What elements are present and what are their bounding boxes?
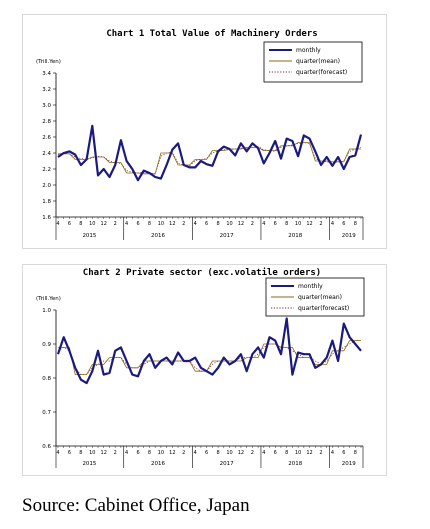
- y-tick-label: 2.8: [42, 119, 51, 125]
- series-line-quarter-forecast: [57, 142, 362, 175]
- x-year-label: 2017: [220, 461, 234, 467]
- x-year-label: 2018: [288, 233, 302, 239]
- x-year-label: 2016: [151, 233, 165, 239]
- x-tick-label: 10: [89, 450, 95, 456]
- x-tick-label: 6: [68, 221, 71, 227]
- x-tick-label: 10: [158, 450, 164, 456]
- y-tick-label: 0.8: [42, 376, 51, 382]
- x-tick-label: 2: [319, 450, 322, 456]
- chart-title: Chart 1 Total Value of Machinery Orders: [106, 28, 317, 39]
- x-tick-label: 8: [148, 221, 151, 227]
- x-year-label: 2016: [151, 461, 165, 467]
- y-tick-label: 0.7: [42, 410, 51, 416]
- x-tick-label: 12: [238, 450, 244, 456]
- x-tick-label: 4: [331, 450, 334, 456]
- x-tick-label: 10: [226, 221, 232, 227]
- y-tick-label: 2.2: [42, 167, 51, 173]
- x-tick-label: 8: [285, 221, 288, 227]
- y-tick-label: 2.0: [42, 183, 51, 189]
- x-tick-label: 6: [205, 450, 208, 456]
- x-tick-label: 12: [306, 450, 312, 456]
- x-tick-label: 8: [354, 221, 357, 227]
- x-tick-label: 6: [136, 450, 139, 456]
- series-line-monthly: [56, 317, 362, 385]
- x-tick-label: 12: [101, 450, 107, 456]
- x-year-label: 2019: [342, 461, 356, 467]
- x-tick-label: 12: [169, 450, 175, 456]
- x-tick-label: 2: [251, 450, 254, 456]
- x-tick-label: 8: [216, 450, 219, 456]
- x-tick-label: 8: [285, 450, 288, 456]
- x-tick-label: 4: [194, 450, 197, 456]
- x-tick-label: 8: [354, 450, 357, 456]
- x-year-label: 2018: [288, 461, 302, 467]
- x-tick-label: 8: [216, 221, 219, 227]
- y-tick-label: 1.8: [42, 199, 51, 205]
- y-tick-label: 2.6: [42, 135, 51, 141]
- x-tick-label: 10: [295, 450, 301, 456]
- x-tick-label: 10: [226, 450, 232, 456]
- x-year-label: 2015: [82, 461, 96, 467]
- legend-label: quarter(mean): [296, 58, 340, 65]
- x-tick-label: 12: [238, 221, 244, 227]
- x-tick-label: 10: [158, 221, 164, 227]
- x-year-label: 2019: [342, 233, 356, 239]
- series-line-quarter-mean: [58, 142, 361, 175]
- x-tick-label: 4: [125, 450, 128, 456]
- x-tick-label: 10: [89, 221, 95, 227]
- legend-box: [263, 41, 363, 83]
- x-tick-label: 12: [101, 221, 107, 227]
- x-tick-label: 6: [136, 221, 139, 227]
- legend-label: quarter(mean): [298, 294, 342, 301]
- y-tick-label: 3.0: [42, 103, 51, 109]
- x-year-label: 2017: [220, 233, 234, 239]
- x-tick-label: 6: [68, 450, 71, 456]
- x-tick-label: 2: [182, 450, 185, 456]
- x-tick-label: 2: [114, 221, 117, 227]
- x-tick-label: 8: [79, 221, 82, 227]
- x-tick-label: 4: [262, 450, 265, 456]
- y-tick-label: 3.2: [42, 87, 51, 93]
- x-tick-label: 2: [114, 450, 117, 456]
- x-tick-label: 4: [194, 221, 197, 227]
- x-tick-label: 4: [331, 221, 334, 227]
- x-tick-label: 8: [148, 450, 151, 456]
- x-tick-label: 12: [169, 221, 175, 227]
- legend-label: quarter(forecast): [298, 305, 349, 312]
- x-tick-label: 4: [262, 221, 265, 227]
- x-tick-label: 4: [56, 221, 59, 227]
- y-tick-label: 0.6: [42, 444, 51, 450]
- y-tick-label: 0.9: [42, 342, 51, 348]
- x-tick-label: 4: [125, 221, 128, 227]
- y-axis-unit-label: (Trill.Yen): [36, 59, 61, 65]
- x-tick-label: 6: [342, 450, 345, 456]
- y-tick-label: 3.4: [42, 71, 51, 77]
- charts-canvas: Chart 1 Total Value of Machinery Orders (…: [36, 28, 365, 468]
- x-tick-label: 2: [251, 221, 254, 227]
- x-tick-label: 6: [274, 221, 277, 227]
- chart-title: Chart 2 Private sector (exc.volatile ord…: [83, 267, 321, 278]
- chart-2-frame: [22, 264, 387, 476]
- x-tick-label: 8: [79, 450, 82, 456]
- x-tick-label: 10: [295, 221, 301, 227]
- y-axis-unit-label: (Trill.Yen): [36, 296, 61, 302]
- y-tick-label: 1.6: [42, 215, 51, 221]
- x-tick-label: 4: [56, 450, 59, 456]
- x-tick-label: 12: [306, 221, 312, 227]
- x-year-label: 2015: [82, 233, 96, 239]
- series-line-monthly: [57, 124, 363, 182]
- chart-1-frame: [22, 14, 387, 249]
- legend-label: quarter(forecast): [296, 69, 347, 76]
- y-tick-label: 2.4: [42, 151, 51, 157]
- source-caption: Source: Cabinet Office, Japan: [22, 495, 250, 516]
- x-tick-label: 6: [274, 450, 277, 456]
- x-tick-label: 2: [319, 221, 322, 227]
- x-tick-label: 6: [205, 221, 208, 227]
- x-tick-label: 2: [182, 221, 185, 227]
- legend-label: monthly: [296, 47, 321, 54]
- x-tick-label: 6: [342, 221, 345, 227]
- y-tick-label: 1.0: [42, 308, 51, 314]
- legend-label: monthly: [298, 283, 323, 290]
